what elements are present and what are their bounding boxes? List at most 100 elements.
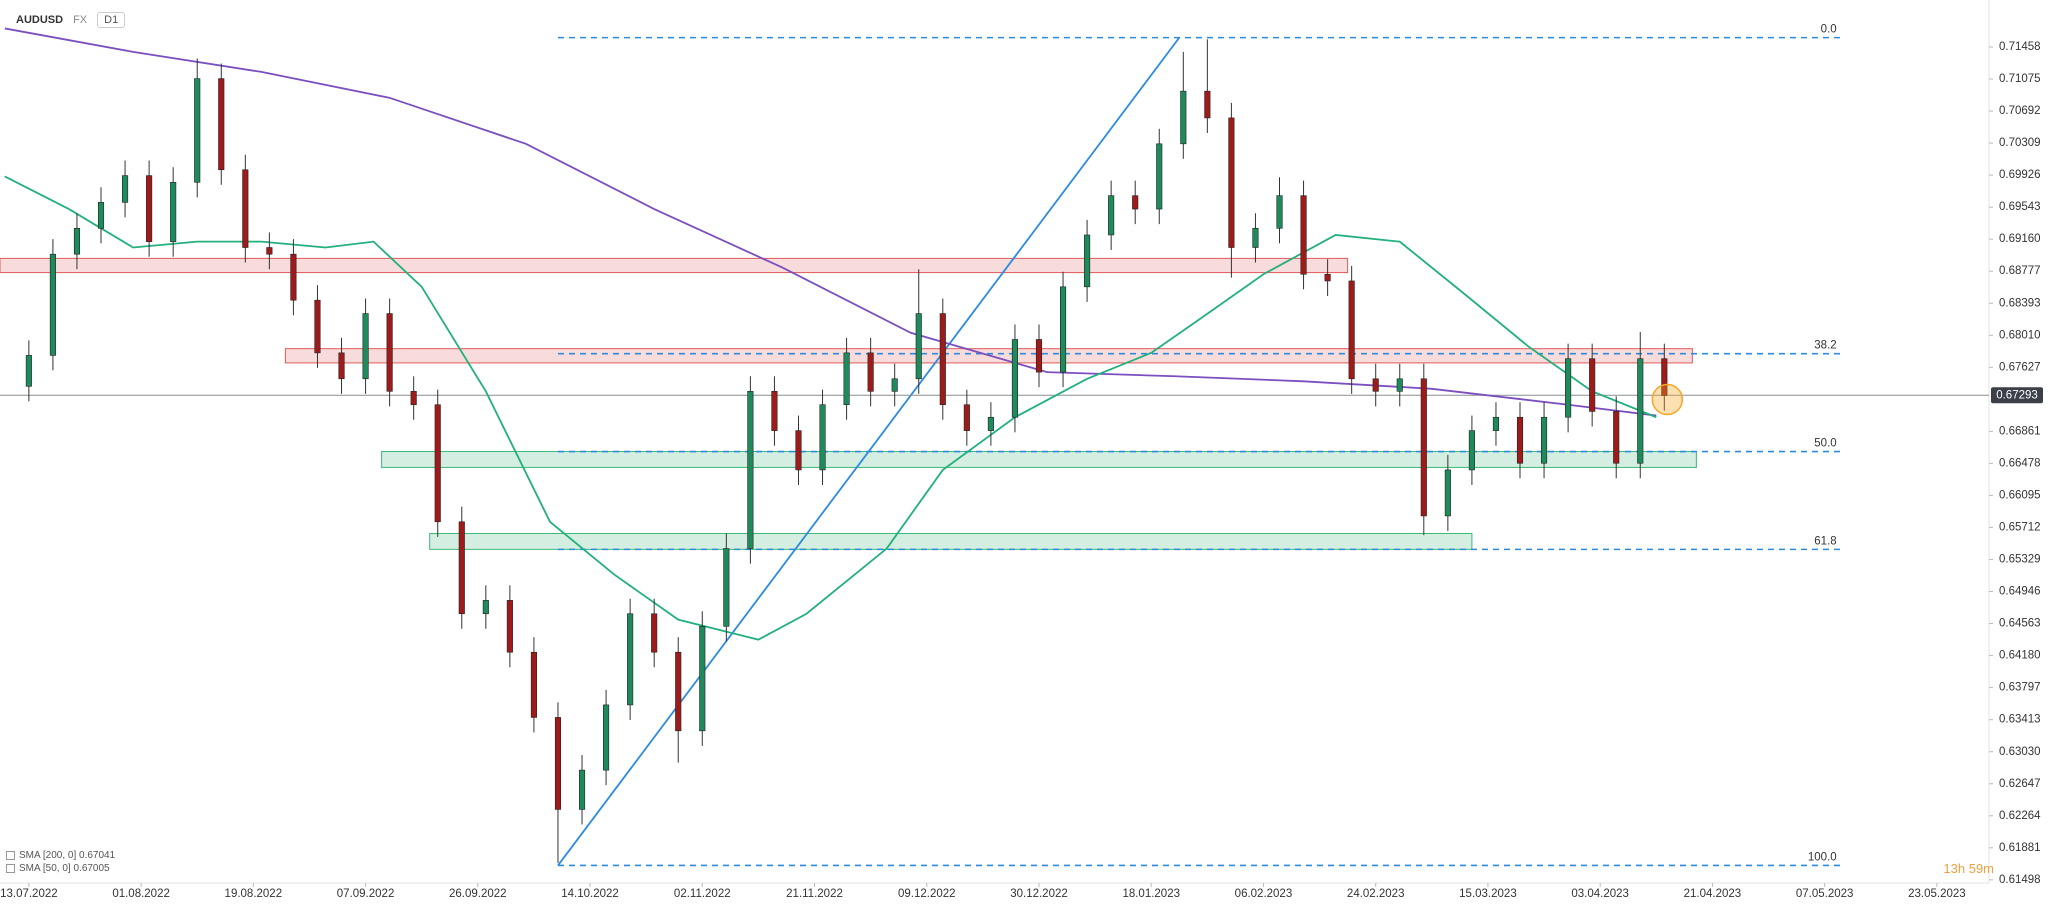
y-tick-label: 0.61881 [1999, 842, 2041, 854]
candle-body [1156, 143, 1163, 210]
candle-body [1132, 195, 1139, 210]
x-tick-label: 26.09.2022 [449, 888, 507, 900]
legend: SMA [200, 0] 0.67041 SMA [50, 0] 0.67005 [6, 849, 115, 875]
candle-body [819, 404, 826, 471]
market[interactable]: FX [73, 14, 88, 26]
candle-body [867, 352, 874, 392]
candle-body [1541, 416, 1548, 464]
candle-body [843, 352, 850, 406]
candle-body [530, 651, 537, 718]
candle-body [266, 247, 273, 255]
x-tick-label: 23.05.2023 [1908, 888, 1966, 900]
candle-body [1444, 469, 1451, 517]
y-tick-label: 0.63797 [1999, 682, 2041, 694]
y-tick-label: 0.69543 [1999, 201, 2041, 213]
candle-body [891, 378, 898, 392]
fib-label: 38.2 [1814, 340, 1836, 352]
x-tick-label: 09.12.2022 [898, 888, 956, 900]
candle-body [49, 253, 56, 356]
candle-body [915, 313, 922, 380]
sma-line [4, 175, 1657, 641]
candle-body [723, 548, 730, 627]
candle-body [290, 253, 297, 301]
candle-body [458, 521, 465, 615]
candle-body [675, 651, 682, 732]
candle-body [1011, 339, 1018, 418]
x-tick-label: 18.01.2023 [1122, 888, 1180, 900]
current-price-box [1991, 387, 2043, 404]
y-tick-label: 0.70309 [1999, 137, 2041, 149]
x-tick-label: 06.02.2023 [1235, 888, 1293, 900]
candle-body [1565, 358, 1572, 418]
y-tick-label: 0.64946 [1999, 586, 2041, 598]
candle-body [1204, 90, 1211, 119]
candle-body [939, 313, 946, 406]
candle-body [1252, 227, 1259, 248]
candle-body [1108, 195, 1115, 236]
candle-body [578, 769, 586, 810]
x-tick-label: 21.04.2023 [1684, 888, 1742, 900]
countdown: 13h 59m [1943, 861, 1994, 876]
highlight [1651, 383, 1684, 416]
y-tick-label: 0.70692 [1999, 105, 2041, 117]
candle-body [73, 227, 81, 255]
candle-body [362, 313, 369, 380]
candle-body [1035, 339, 1043, 373]
trendline [557, 37, 1181, 866]
x-tick-label: 13.07.2022 [0, 888, 58, 900]
x-tick-label: 02.11.2022 [674, 888, 731, 900]
candle-body [25, 355, 32, 387]
x-tick-label: 15.03.2023 [1459, 888, 1517, 900]
candle-body [1059, 286, 1067, 373]
y-tick-label: 0.64180 [1999, 650, 2041, 662]
candle-body [1516, 416, 1524, 464]
candle-body [242, 169, 249, 248]
y-tick-label: 0.69160 [1999, 233, 2041, 245]
candle-body [314, 299, 321, 354]
candle-body [1276, 195, 1283, 229]
y-tick-label: 0.65329 [1999, 554, 2041, 566]
fib-label: 61.8 [1814, 535, 1836, 547]
zone [429, 532, 1473, 550]
candle-body [771, 391, 778, 431]
y-tick-label: 0.62264 [1999, 810, 2041, 822]
candle-body [747, 391, 754, 549]
symbol[interactable]: AUDUSD [16, 14, 64, 26]
candle-body [410, 391, 417, 406]
zone [0, 257, 1349, 274]
x-tick-label: 01.08.2022 [112, 888, 170, 900]
candle-body [146, 175, 153, 242]
candle-body [1492, 416, 1500, 431]
legend-item[interactable]: SMA [200, 0] 0.67041 [6, 849, 115, 862]
y-tick-label: 0.64563 [1999, 618, 2041, 630]
candle-body [1661, 358, 1668, 396]
candle-body [1372, 378, 1379, 392]
y-tick-label: 0.68393 [1999, 297, 2041, 309]
legend-item[interactable]: SMA [50, 0] 0.67005 [6, 862, 115, 875]
y-tick-label: 0.71075 [1999, 73, 2041, 85]
x-tick-label: 21.11.2022 [786, 888, 843, 900]
x-tick-label: 30.12.2022 [1010, 888, 1068, 900]
candle-body [194, 78, 201, 183]
candle-body [1180, 90, 1187, 145]
timeframe[interactable]: D1 [97, 12, 126, 28]
x-tick-label: 14.10.2022 [561, 888, 619, 900]
y-tick-label: 0.66861 [1999, 425, 2041, 437]
zone [381, 451, 1697, 468]
candle-body [386, 313, 393, 392]
legend-icon [6, 850, 15, 860]
x-tick-label: 07.09.2022 [337, 888, 395, 900]
x-tick-label: 19.08.2022 [225, 888, 283, 900]
header: AUDUSD FX D1 [16, 12, 126, 28]
candle-body [1084, 234, 1091, 288]
fib-label: 0.0 [1821, 24, 1837, 36]
candle-body [1420, 378, 1427, 517]
legend-icon [6, 863, 15, 873]
sma-line [4, 27, 1657, 417]
candle-body [1589, 358, 1596, 412]
y-tick-label: 0.69926 [1999, 169, 2041, 181]
y-tick-label: 0.62647 [1999, 778, 2041, 790]
candle-body [1324, 273, 1331, 282]
